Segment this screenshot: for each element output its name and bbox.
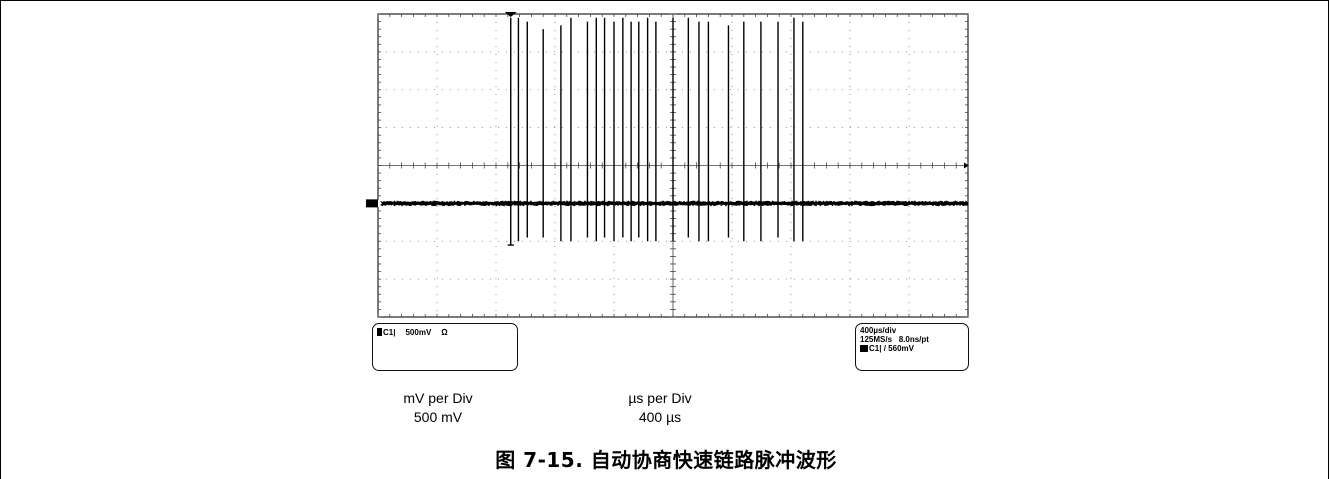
vdiv-title: mV per Div [403, 390, 473, 406]
time-per-div-label: µs per Div 400 µs [598, 389, 722, 427]
time-per-div: 400µs/div [860, 326, 897, 335]
tdiv-value: 400 µs [638, 409, 682, 425]
vdiv-value: 500 mV [413, 409, 463, 425]
channel-label: C1 [383, 328, 394, 337]
trigger-level: 560mV [888, 344, 914, 353]
volts-per-div: 500mV [405, 328, 432, 337]
figure-caption: 图 7-15. 自动协商快速链路脉冲波形 [495, 448, 837, 472]
ns-per-pt: 8.0ns/pt [898, 335, 929, 344]
trigger-marker-icon [860, 345, 868, 352]
sample-rate: 125MS/s [860, 335, 893, 344]
channel-marker-icon [377, 328, 382, 336]
trigger-slope-icon: / [883, 344, 886, 353]
trigger-level-marker-icon [964, 162, 969, 169]
channel-info-box: C1| 500mV Ω [372, 323, 518, 371]
channel-ground-arrow-icon [378, 199, 382, 208]
volts-per-div-label: mV per Div 500 mV [376, 389, 500, 427]
oscilloscope-plot [366, 12, 969, 318]
channel-ground-marker-icon [366, 199, 378, 208]
tdiv-title: µs per Div [628, 390, 692, 406]
impedance-symbol: Ω [441, 328, 448, 337]
trigger-channel: C1 [869, 344, 880, 353]
trigger-position-marker-icon [504, 12, 517, 17]
timebase-info-box: 400µs/div 125MS/s 8.0ns/pt C1| / 560mV [855, 323, 969, 371]
